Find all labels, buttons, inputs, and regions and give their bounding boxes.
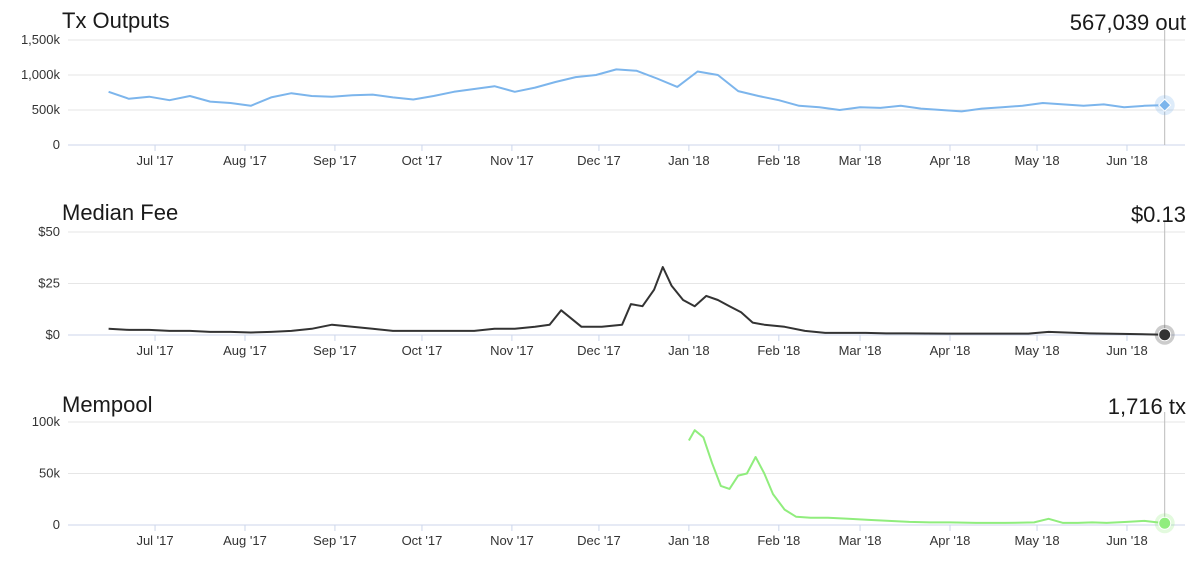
mempool-title: Mempool — [62, 392, 153, 417]
median-fee-series-line — [108, 266, 1165, 336]
mempool-current-value: 1,716 tx — [1107, 394, 1186, 419]
mempool-x-tick-label: Aug '17 — [223, 533, 267, 548]
tx-outputs-current-value: 567,039 out — [1069, 10, 1186, 35]
tx-outputs-series-line — [108, 68, 1165, 113]
median-fee-x-tick-label: May '18 — [1014, 343, 1059, 358]
mempool-x-tick-label: Jan '18 — [668, 533, 710, 548]
median-fee-y-tick-label: $25 — [38, 276, 60, 291]
mempool-panel: Mempool 1,716 tx — [0, 392, 1200, 572]
tx-outputs-panel: Tx Outputs 567,039 out — [0, 8, 1200, 188]
tx-outputs-y-tick-label: 500k — [32, 102, 61, 117]
tx-outputs-x-tick-label: May '18 — [1014, 153, 1059, 168]
mempool-x-tick-label: Nov '17 — [490, 533, 534, 548]
mempool-x-tick-label: Dec '17 — [577, 533, 621, 548]
median-fee-latest-marker — [1158, 328, 1172, 342]
mempool-latest-marker — [1158, 516, 1172, 530]
median-fee-x-tick-label: Oct '17 — [402, 343, 443, 358]
mempool-x-tick-label: Mar '18 — [839, 533, 882, 548]
median-fee-current-value: $0.13 — [1130, 202, 1186, 227]
median-fee-x-tick-label: Jan '18 — [668, 343, 710, 358]
median-fee-x-tick-label: Dec '17 — [577, 343, 621, 358]
median-fee-x-tick-label: Aug '17 — [223, 343, 267, 358]
median-fee-x-tick-label: Apr '18 — [930, 343, 971, 358]
median-fee-y-tick-label: $0 — [46, 327, 60, 342]
tx-outputs-y-tick-label: 0 — [53, 137, 60, 152]
tx-outputs-x-tick-label: Jul '17 — [136, 153, 173, 168]
mempool-x-tick-label: May '18 — [1014, 533, 1059, 548]
tx-outputs-y-tick-label: 1,000k — [21, 67, 61, 82]
tx-outputs-x-tick-label: Aug '17 — [223, 153, 267, 168]
tx-outputs-x-tick-label: Mar '18 — [839, 153, 882, 168]
median-fee-x-tick-label: Nov '17 — [490, 343, 534, 358]
mempool-x-tick-label: Jun '18 — [1106, 533, 1148, 548]
tx-outputs-x-tick-label: Jun '18 — [1106, 153, 1148, 168]
median-fee-title: Median Fee — [62, 200, 179, 225]
tx-outputs-x-tick-label: Sep '17 — [313, 153, 357, 168]
median-fee-y-tick-label: $50 — [38, 224, 60, 239]
median-fee-x-tick-label: Jul '17 — [136, 343, 173, 358]
tx-outputs-x-tick-label: Feb '18 — [757, 153, 800, 168]
mempool-x-tick-label: Apr '18 — [930, 533, 971, 548]
mempool-x-tick-label: Oct '17 — [402, 533, 443, 548]
tx-outputs-x-tick-label: Dec '17 — [577, 153, 621, 168]
median-fee-panel: Median Fee $0.13 — [0, 200, 1200, 380]
median-fee-x-tick-label: Jun '18 — [1106, 343, 1148, 358]
tx-outputs-latest-marker — [1157, 98, 1172, 112]
median-fee-x-tick-label: Feb '18 — [757, 343, 800, 358]
tx-outputs-x-tick-label: Nov '17 — [490, 153, 534, 168]
tx-outputs-title: Tx Outputs — [62, 8, 170, 33]
median-fee-x-tick-label: Mar '18 — [839, 343, 882, 358]
mempool-x-tick-label: Jul '17 — [136, 533, 173, 548]
mempool-y-tick-label: 0 — [53, 517, 60, 532]
tx-outputs-x-tick-label: Jan '18 — [668, 153, 710, 168]
mempool-x-tick-label: Feb '18 — [757, 533, 800, 548]
median-fee-x-tick-label: Sep '17 — [313, 343, 357, 358]
tx-outputs-x-tick-label: Apr '18 — [930, 153, 971, 168]
tx-outputs-y-tick-label: 1,500k — [21, 32, 61, 47]
mempool-series-line — [688, 429, 1165, 525]
mempool-y-tick-label: 100k — [32, 414, 61, 429]
mempool-x-tick-label: Sep '17 — [313, 533, 357, 548]
tx-outputs-x-tick-label: Oct '17 — [402, 153, 443, 168]
mempool-y-tick-label: 50k — [39, 466, 60, 481]
